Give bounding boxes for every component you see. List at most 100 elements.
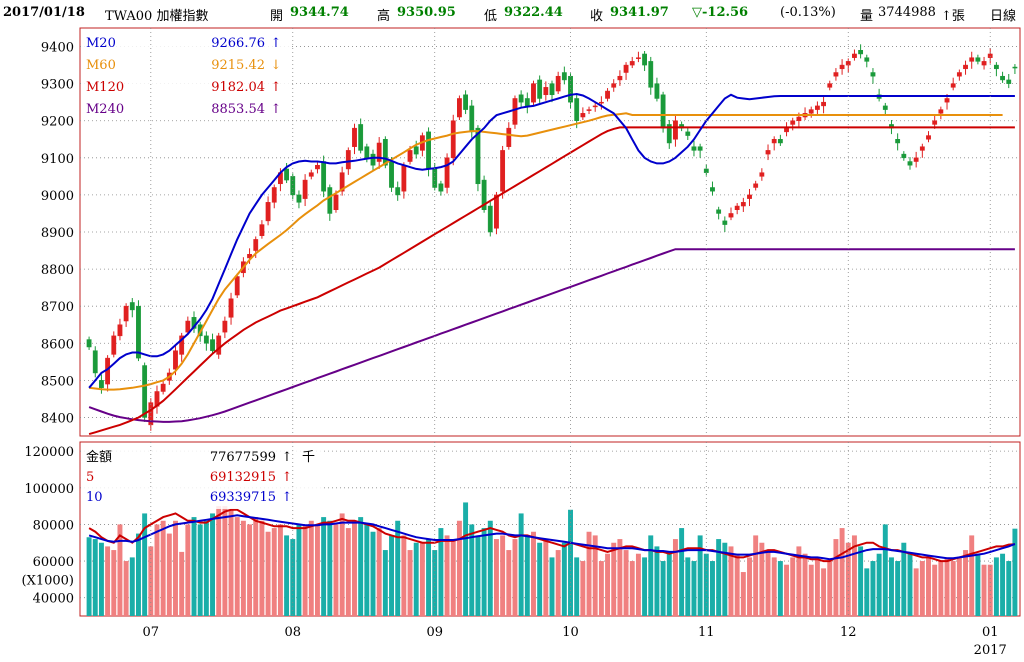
candle-body [586,109,592,111]
volume-bar [339,513,345,616]
price-tick-label: 9400 [41,41,74,56]
price-legend-arrow: ↑ [271,102,282,117]
volume-bar [555,550,561,616]
volume-bar [389,535,394,616]
volume-bar [481,528,487,616]
candle-body [728,213,734,218]
volume-bar [98,542,104,616]
volume-bar [969,535,975,616]
volume-bar [654,546,660,616]
candle-body [210,339,215,351]
volume-bar [895,561,901,616]
volume-bar [382,550,388,616]
volume-bar [216,506,222,616]
candle-body [839,64,845,70]
candle-body [919,146,925,151]
candle-body [413,146,419,155]
volume-bar [722,542,728,616]
candle-body [364,146,370,159]
volume-bar [197,524,203,616]
quote-date: 2017/01/18 [3,5,85,20]
volume-bar [691,561,697,616]
volume-bar [413,542,419,616]
volume-bar [123,561,129,616]
candle-body [710,187,715,192]
volume-bar [814,557,820,616]
volume-bar [932,564,938,616]
volume-bar [234,517,240,616]
candle-body [358,124,364,151]
volume-bar [956,557,962,616]
open-label: 開 [270,9,284,24]
volume-unit: ↑張 [941,9,965,24]
candle-body [697,146,703,151]
candle-body [944,98,950,103]
price-tick-label: 9100 [41,152,74,167]
candle-body [524,98,530,107]
candle-body [784,127,789,133]
candle-body [352,127,357,147]
candle-body [92,350,98,374]
volume-bar [524,535,530,616]
volume-bar [376,528,382,616]
volume-bar [808,564,814,616]
volume-bar [277,524,283,616]
candle-body [117,324,123,337]
price-legend-name: M120 [86,80,124,95]
change-value: ▽-12.56 [692,5,749,20]
x-tick-label: 10 [562,625,579,640]
volume-bar [747,557,752,616]
volume-bar [561,542,567,616]
volume-bar [191,517,197,616]
x-axis: 07 08 09 10 11 12 01 2017 [143,28,1007,658]
candle-body [203,335,209,344]
volume-bar [284,535,290,616]
candle-body [500,150,506,192]
volume-bar [531,531,536,616]
volume-bar [666,553,672,616]
candle-body [605,90,610,99]
volume-bar [500,535,506,616]
candle-body [296,194,302,203]
volume-legend-box [81,443,323,509]
volume-bar [617,539,623,616]
volume-bar [253,517,259,616]
volume-bar [321,517,327,616]
volume-bar [611,542,617,616]
volume-bar [907,553,913,616]
candle-body [253,239,259,251]
candle-body [407,150,413,162]
candle-body [858,50,864,55]
candle-body [265,202,271,222]
candle-body [389,161,394,188]
volume-legend-arrow: ↑ [282,450,293,465]
candle-body [673,120,678,140]
candle-body [271,187,277,203]
price-tick-label: 8600 [41,337,74,352]
candle-body [734,205,740,210]
volume-bar [851,535,857,616]
candle-body [531,83,536,103]
candle-body [833,72,839,77]
volume-bar [858,546,864,616]
candle-body [950,83,956,88]
candle-body [969,57,975,62]
candle-body [222,320,228,333]
price-legend-arrow: ↓ [271,58,282,73]
volume-bar [635,553,641,616]
candle-body [722,220,728,225]
candle-body [506,127,512,147]
volume-bar [456,520,462,616]
candle-body [99,380,104,389]
candle-body [654,83,660,99]
volume-bar [401,535,407,616]
candle-body [487,205,493,233]
volume-bar [981,564,987,616]
low-label: 低 [484,9,498,24]
price-tick-label: 8800 [41,263,74,278]
candle-body [234,276,240,296]
candle-body [666,124,672,144]
ma120-line [88,126,1015,436]
candle-body [494,194,499,229]
